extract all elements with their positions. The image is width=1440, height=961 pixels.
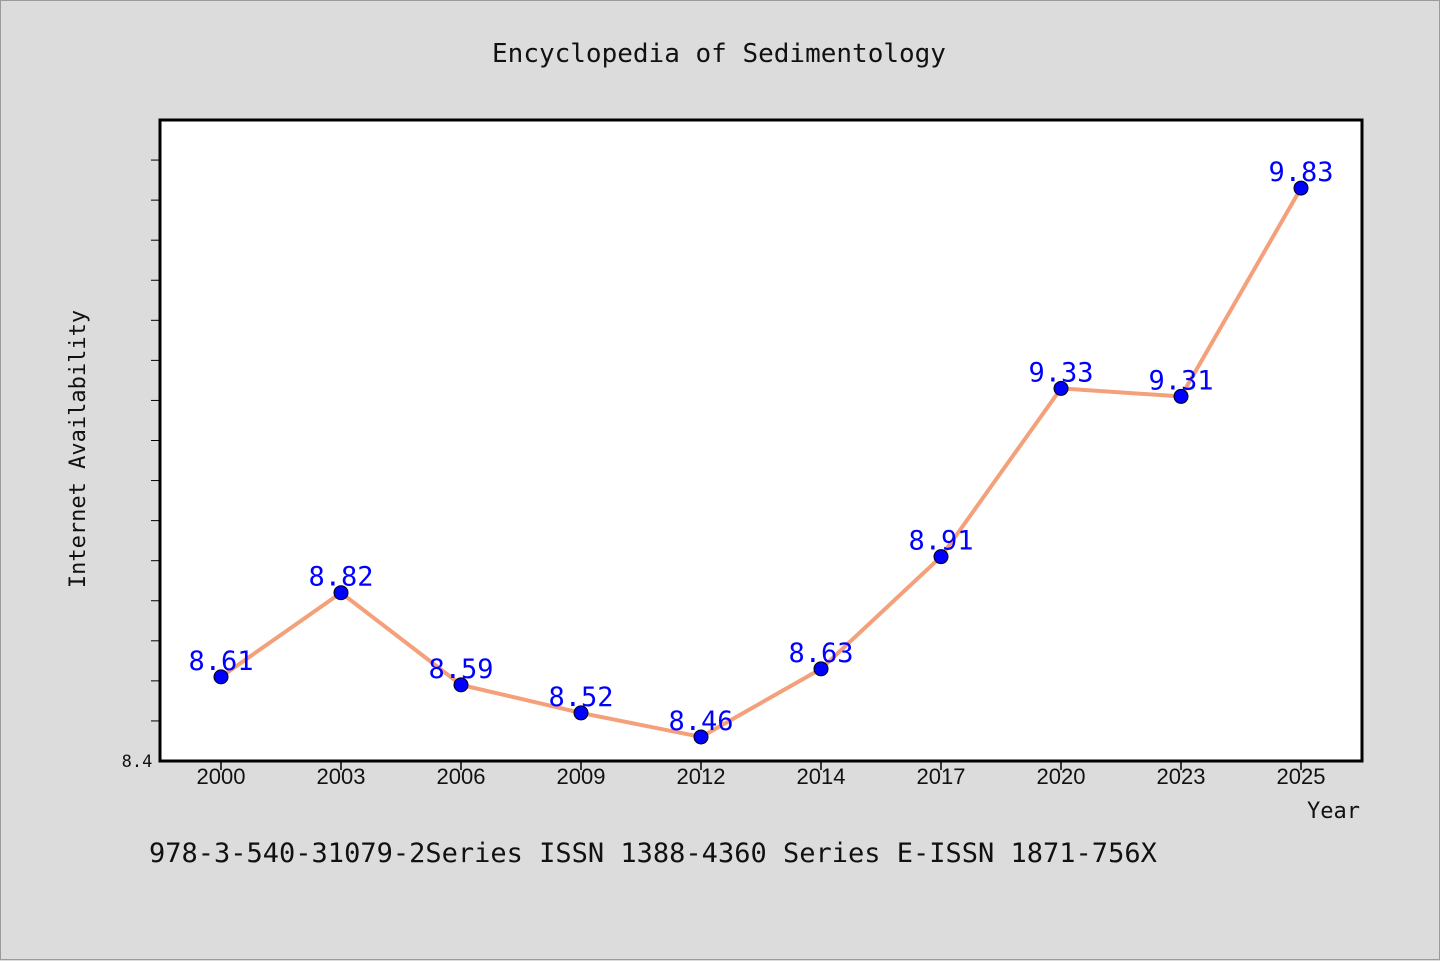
plot-area [158, 118, 1364, 763]
series-issn-footer: 978-3-540-31079-2Series ISSN 1388-4360 S… [149, 838, 1157, 869]
x-tick-label: 2009 [557, 764, 606, 789]
series-group: 8.61 8.82 8.59 8.52 8.46 8.63 8.91 9.33 9.31 9.83 [188, 157, 1334, 745]
data-point [1053, 380, 1069, 396]
x-tick-label: 2012 [677, 764, 726, 789]
data-label: 8.91 [908, 526, 973, 557]
data-point [333, 585, 349, 601]
data-point [1293, 180, 1309, 196]
x-axis-title: Year [1307, 799, 1360, 824]
x-tick-label: 2017 [917, 764, 966, 789]
y-axis-title: Internet Availability [66, 310, 91, 588]
data-point [453, 677, 469, 693]
data-label: 8.59 [428, 654, 493, 685]
data-label: 8.63 [788, 638, 853, 669]
data-label: 9.83 [1268, 157, 1333, 188]
y-axis-min-label: 8.4 [122, 752, 153, 772]
y-axis-ticks [151, 159, 160, 722]
data-label: 9.33 [1028, 357, 1093, 388]
data-point [1173, 388, 1189, 404]
data-point [693, 729, 709, 745]
data-label: 8.82 [308, 562, 373, 593]
x-tick-label: 2025 [1277, 764, 1326, 789]
x-tick-label: 2020 [1037, 764, 1086, 789]
x-tick-label: 2023 [1157, 764, 1206, 789]
data-label: 8.46 [668, 706, 733, 737]
data-label: 8.52 [548, 682, 613, 713]
data-point [573, 705, 589, 721]
chart-title: Encyclopedia of Sedimentology [492, 39, 946, 69]
x-axis-ticks: 2000 2003 2006 2009 2012 2014 2017 2020 2023 2025 [197, 761, 1326, 789]
series-line [219, 186, 1303, 739]
x-tick-label: 2000 [197, 764, 246, 789]
data-point [933, 549, 949, 565]
data-label: 9.31 [1148, 365, 1213, 396]
data-point [813, 661, 829, 677]
x-tick-label: 2003 [317, 764, 366, 789]
data-point [213, 669, 229, 685]
data-label: 8.61 [188, 646, 253, 677]
x-tick-label: 2006 [437, 764, 486, 789]
x-tick-label: 2014 [797, 764, 846, 789]
